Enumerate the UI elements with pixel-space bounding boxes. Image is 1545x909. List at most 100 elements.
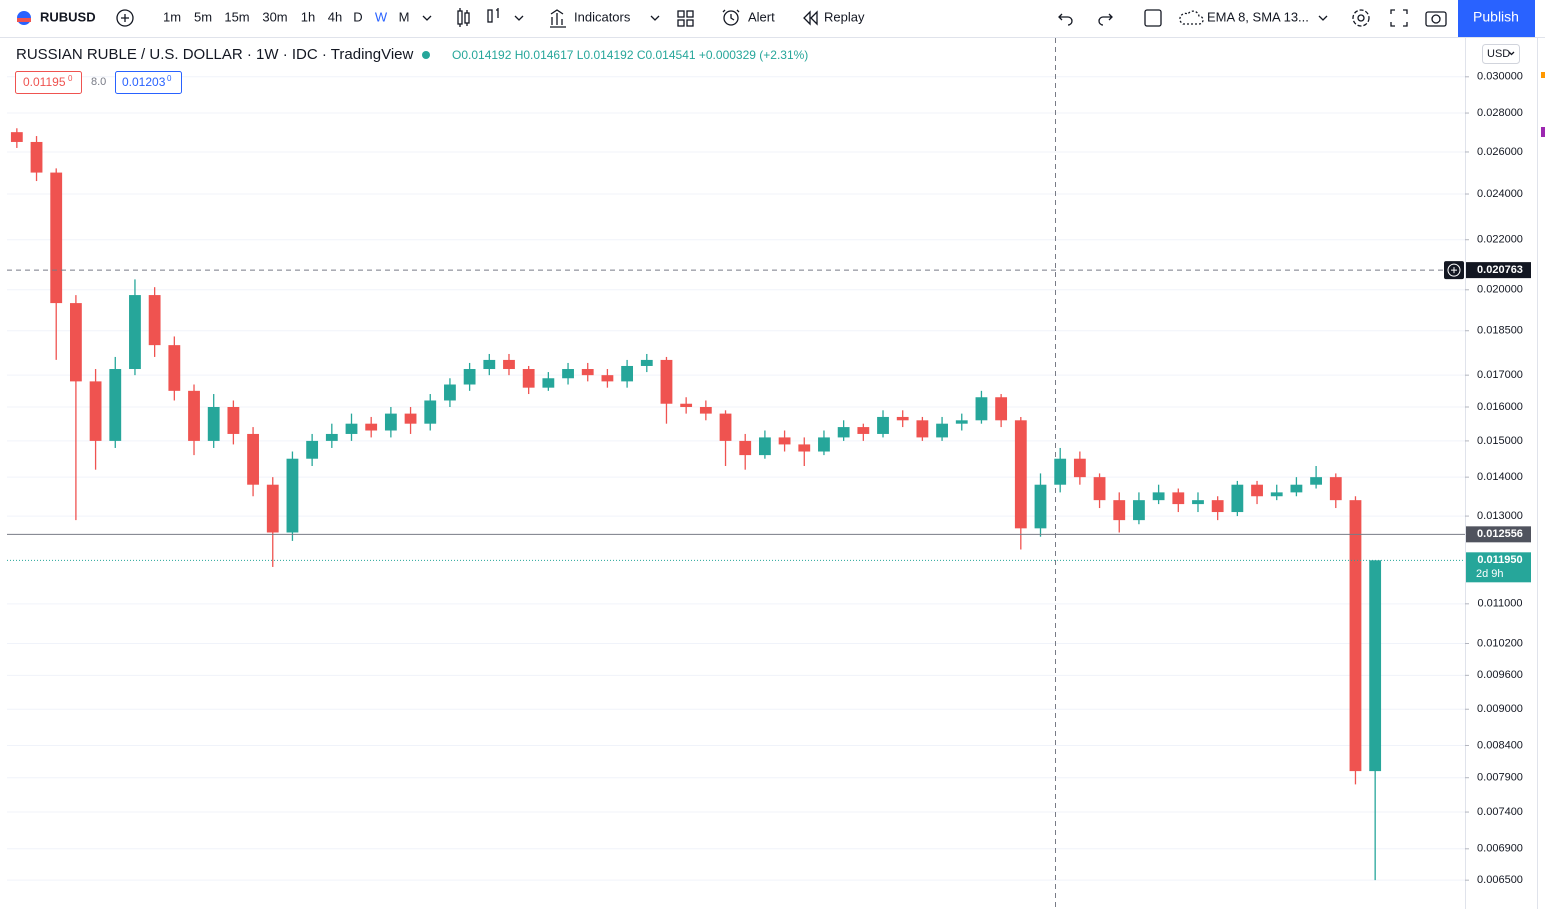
candle-body: [660, 359, 673, 404]
undo-button[interactable]: [1058, 13, 1073, 26]
bar-type-button[interactable]: [487, 8, 499, 23]
alert-icon[interactable]: [722, 9, 740, 26]
interval-button[interactable]: D: [353, 9, 362, 24]
candle-body: [148, 295, 161, 346]
candle-body: [975, 397, 988, 421]
candle-body: [1054, 458, 1067, 485]
compare-button[interactable]: [116, 9, 134, 27]
indicators-icon[interactable]: [550, 9, 566, 28]
bid-sup[interactable]: 0: [68, 74, 73, 83]
symbol[interactable]: RUBUSD: [40, 9, 96, 24]
last-price-label: 0.011950: [1477, 554, 1522, 566]
candle-body: [601, 375, 614, 382]
candle-body: [207, 407, 220, 441]
intervals: 1m 5m 15m 30m 1h 4h D W M: [163, 9, 409, 24]
y-tick-label: 0.013000: [1477, 510, 1523, 522]
interval-button[interactable]: 4h: [328, 9, 342, 24]
legend-ohlc: O0.014192 H0.014617 L0.014192 C0.014541 …: [452, 48, 808, 62]
candle-body: [89, 381, 102, 441]
candle-body: [384, 413, 397, 431]
y-tick-label: 0.014000: [1477, 471, 1523, 483]
candle-body: [404, 413, 417, 424]
candle-body: [778, 437, 791, 445]
candle-body: [325, 433, 338, 441]
y-tick-label: 0.015000: [1477, 435, 1523, 447]
currency[interactable]: USD: [1487, 48, 1510, 60]
candle-body: [188, 390, 200, 441]
interval-button[interactable]: 1m: [163, 9, 181, 24]
y-tick-label: 0.011000: [1477, 598, 1522, 610]
y-tick-label: 0.008400: [1477, 739, 1523, 751]
y-tick-label: 0.016000: [1477, 401, 1523, 413]
fullscreen-button[interactable]: [1390, 9, 1408, 27]
candle-body: [640, 359, 653, 366]
redo-button[interactable]: [1098, 13, 1113, 26]
chevron[interactable]: [650, 15, 660, 21]
candle-body: [1231, 484, 1244, 513]
interval-button[interactable]: 15m: [224, 9, 249, 24]
candle-body: [739, 440, 752, 456]
last-price-bg: [1466, 552, 1531, 583]
candle-body: [916, 420, 929, 438]
plot: [7, 128, 1465, 881]
chevron[interactable]: [1318, 15, 1328, 21]
candle-body: [936, 423, 948, 438]
sell-button[interactable]: [15, 71, 82, 94]
candle-body: [1290, 484, 1303, 493]
layout-button[interactable]: [1144, 9, 1162, 27]
y-tick-label: 0.010200: [1477, 637, 1523, 649]
y-tick-label: 0.028000: [1477, 107, 1523, 119]
y-tick-label: 0.026000: [1477, 146, 1523, 158]
candle-body: [680, 403, 693, 408]
interval-button[interactable]: M: [399, 9, 410, 24]
replay-button[interactable]: Replay: [824, 9, 865, 24]
buy-button[interactable]: [115, 71, 182, 94]
candle-body: [758, 437, 771, 456]
toolbar: [0, 0, 1545, 37]
replay-icon[interactable]: [803, 10, 818, 26]
indicators-button[interactable]: Indicators: [574, 9, 631, 24]
publish-label[interactable]: Publish: [1473, 9, 1519, 25]
y-tick-label: 0.007400: [1477, 806, 1523, 818]
currency-button[interactable]: [1482, 44, 1520, 64]
settings-button[interactable]: [1352, 9, 1370, 27]
chevron[interactable]: [1508, 51, 1515, 56]
interval-button[interactable]: W: [375, 9, 388, 24]
y-tick-label: 0.020000: [1477, 284, 1523, 296]
candle-body: [286, 458, 299, 533]
cloud-icon[interactable]: [1179, 10, 1204, 25]
side-marker: [1541, 72, 1545, 78]
studies-button[interactable]: EMA 8, SMA 13...: [1207, 9, 1309, 24]
alert-button[interactable]: Alert: [748, 9, 775, 24]
ask-sup[interactable]: 0: [167, 74, 172, 83]
ask[interactable]: 0.01203: [122, 75, 166, 89]
interval-button[interactable]: 1h: [301, 9, 315, 24]
interval-button[interactable]: 5m: [194, 9, 212, 24]
candle-body: [50, 172, 63, 304]
add-alert-icon[interactable]: [1444, 261, 1464, 280]
candle-body: [424, 400, 437, 424]
chevron[interactable]: [422, 15, 432, 21]
bid[interactable]: 0.01195: [23, 75, 66, 89]
chevron[interactable]: [514, 15, 524, 21]
publish-button[interactable]: [1458, 0, 1535, 37]
y-tick-label: 0.017000: [1477, 369, 1523, 381]
layouts-button[interactable]: [677, 10, 694, 27]
candle-body: [522, 369, 535, 388]
symbol-button[interactable]: RUBUSD: [17, 9, 96, 25]
interval-button[interactable]: 30m: [262, 9, 287, 24]
candle-body: [227, 407, 240, 434]
candle-body: [247, 433, 259, 485]
snapshot-button[interactable]: [1425, 11, 1447, 27]
candle-body: [877, 416, 889, 434]
candle-body: [1192, 500, 1204, 505]
y-tick-label: 0.006500: [1477, 874, 1523, 886]
icon: [1447, 263, 1461, 277]
candle-body: [798, 444, 811, 452]
candle-body: [1329, 477, 1342, 501]
candle-body: [995, 397, 1008, 421]
candle-body: [30, 141, 43, 173]
chart-type-button[interactable]: [457, 8, 470, 27]
candle-body: [955, 420, 968, 424]
